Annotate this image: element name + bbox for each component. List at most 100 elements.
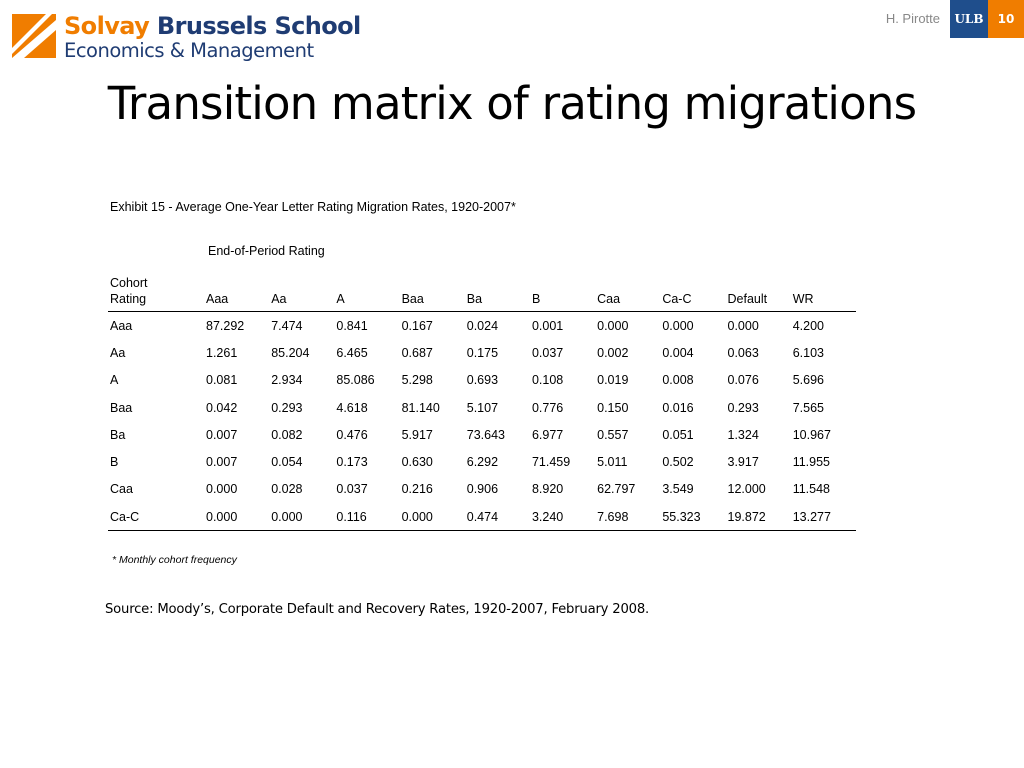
row-label: Ba	[110, 427, 126, 442]
source-citation: Source: Moody’s, Corporate Default and R…	[105, 602, 650, 617]
table-cell: 7.565	[792, 400, 824, 415]
table-cell: 0.557	[597, 427, 629, 442]
table-cell: 5.298	[401, 373, 433, 388]
table-cell: 0.476	[336, 427, 368, 442]
column-header: Ba	[466, 292, 483, 306]
table-cell: 0.054	[271, 455, 303, 470]
table-cell: 0.000	[727, 318, 759, 333]
table-cell: 6.465	[336, 345, 368, 360]
table-cell: 0.216	[401, 482, 433, 497]
table-cell: 73.643	[466, 427, 505, 442]
table-cell: 0.051	[662, 427, 694, 442]
table-cell: 0.000	[662, 318, 694, 333]
table-cell: 0.293	[727, 400, 759, 415]
column-header: Default	[727, 292, 768, 306]
column-header: Ca-C	[662, 292, 692, 306]
table-cell: 5.107	[466, 400, 499, 415]
logo-text-line1: Solvay Brussels School	[64, 12, 361, 40]
table-cell: 0.776	[531, 400, 564, 415]
row-header-line1: Cohort	[110, 276, 148, 290]
logo-brand: Solvay	[64, 12, 150, 40]
table-cell: 0.007	[206, 455, 238, 470]
school-logo: Solvay Brussels School Economics & Manag…	[12, 12, 361, 62]
table-cell: 0.293	[271, 400, 303, 415]
table-cell: 3.240	[531, 509, 564, 524]
row-header-line2: Rating	[110, 292, 147, 306]
table-cell: 0.024	[466, 318, 499, 333]
row-label: Caa	[110, 482, 133, 497]
table-cell: 85.086	[336, 373, 375, 388]
table-cell: 10.967	[792, 427, 831, 442]
slide-title: Transition matrix of rating migrations	[107, 77, 917, 130]
table-cell: 0.000	[206, 509, 238, 524]
column-header: Aaa	[206, 292, 229, 306]
column-header: Baa	[401, 292, 424, 306]
logo-school: Brussels School	[156, 12, 361, 40]
table-cell: 3.917	[727, 455, 759, 470]
author-name: H. Pirotte	[885, 11, 940, 26]
table-cell: 12.000	[727, 482, 766, 497]
logo-text-line2: Economics & Management	[64, 39, 314, 62]
table-row: Ca-C 0.000 0.000 0.116 0.000 0.474 3.240 7.698 5…	[108, 503, 856, 531]
table-row: Aa 1.261 85.204 6.465 0.687 0.175 0.037 0.002 0.…	[108, 339, 856, 366]
table-cell: 5.696	[792, 373, 824, 388]
table-cell: 71.459	[531, 455, 571, 470]
table-row: Ba 0.007 0.082 0.476 5.917 73.643 6.977 0.557 0.…	[108, 421, 856, 448]
footnote: * Monthly cohort frequency	[112, 554, 237, 566]
table-cell: 0.000	[597, 318, 629, 333]
table-cell: 5.917	[401, 427, 433, 442]
row-label: A	[110, 373, 119, 388]
row-label: B	[110, 455, 119, 470]
migration-matrix-table: Cohort Rating Aaa Aa A Baa Ba B Caa Ca-C Default W…	[108, 267, 856, 531]
table-cell: 7.474	[271, 318, 303, 333]
table-cell: 0.000	[271, 509, 303, 524]
table-cell: 0.076	[727, 373, 759, 388]
table-row: Baa 0.042 0.293 4.618 81.140 5.107 0.776 0.150 0…	[108, 394, 856, 421]
table-cell: 0.001	[531, 318, 564, 333]
slide-number: 10	[988, 0, 1024, 38]
table-cell: 6.292	[466, 455, 499, 470]
table-cell: 0.004	[662, 345, 694, 360]
table-cell: 0.000	[401, 509, 433, 524]
table-cell: 5.011	[597, 455, 628, 470]
table-cell: 0.108	[531, 373, 564, 388]
table-body: Aaa 87.292 7.474 0.841 0.167 0.024 0.001 0.000 0…	[108, 312, 856, 531]
table-cell: 0.016	[662, 400, 694, 415]
table-cell: 87.292	[206, 318, 245, 333]
table-cell: 6.103	[792, 345, 824, 360]
table-cell: 7.698	[597, 509, 629, 524]
table-cell: 0.019	[597, 373, 629, 388]
table-cell: 85.204	[271, 345, 310, 360]
table-cell: 0.167	[401, 318, 433, 333]
table-row: A 0.081 2.934 85.086 5.298 0.693 0.108 0.019 0.0…	[108, 367, 856, 394]
table-cell: 4.200	[792, 318, 824, 333]
table-cell: 62.797	[597, 482, 636, 497]
table-cell: 0.007	[206, 427, 238, 442]
table-row: Aaa 87.292 7.474 0.841 0.167 0.024 0.001 0.000 0…	[108, 312, 856, 340]
row-label: Aaa	[110, 318, 133, 333]
ulb-badge: ULB	[950, 0, 988, 38]
table-cell: 2.934	[271, 373, 303, 388]
table-cell: 6.977	[531, 427, 564, 442]
column-header: Caa	[597, 292, 621, 306]
row-label: Aa	[110, 345, 126, 360]
column-header: B	[531, 292, 541, 306]
table-cell: 0.002	[597, 345, 629, 360]
table-cell: 3.549	[662, 482, 694, 497]
table-cell: 0.175	[466, 345, 499, 360]
table-cell: 11.548	[792, 482, 830, 497]
table-cell: 0.150	[597, 400, 629, 415]
table-cell: 19.872	[727, 509, 766, 524]
table-cell: 0.502	[662, 455, 694, 470]
table-cell: 4.618	[336, 400, 368, 415]
table-cell: 1.324	[727, 427, 759, 442]
table-row: Caa 0.000 0.028 0.037 0.216 0.906 8.920 62.797 3…	[108, 476, 856, 503]
table-cell: 1.261	[206, 345, 238, 360]
table-cell: 0.474	[466, 509, 499, 524]
table-cell: 81.140	[401, 400, 440, 415]
table-cell: 0.630	[401, 455, 433, 470]
table-cell: 0.042	[206, 400, 238, 415]
row-label: Ca-C	[110, 509, 140, 524]
row-label: Baa	[110, 400, 133, 415]
table-cell: 0.116	[336, 509, 367, 524]
